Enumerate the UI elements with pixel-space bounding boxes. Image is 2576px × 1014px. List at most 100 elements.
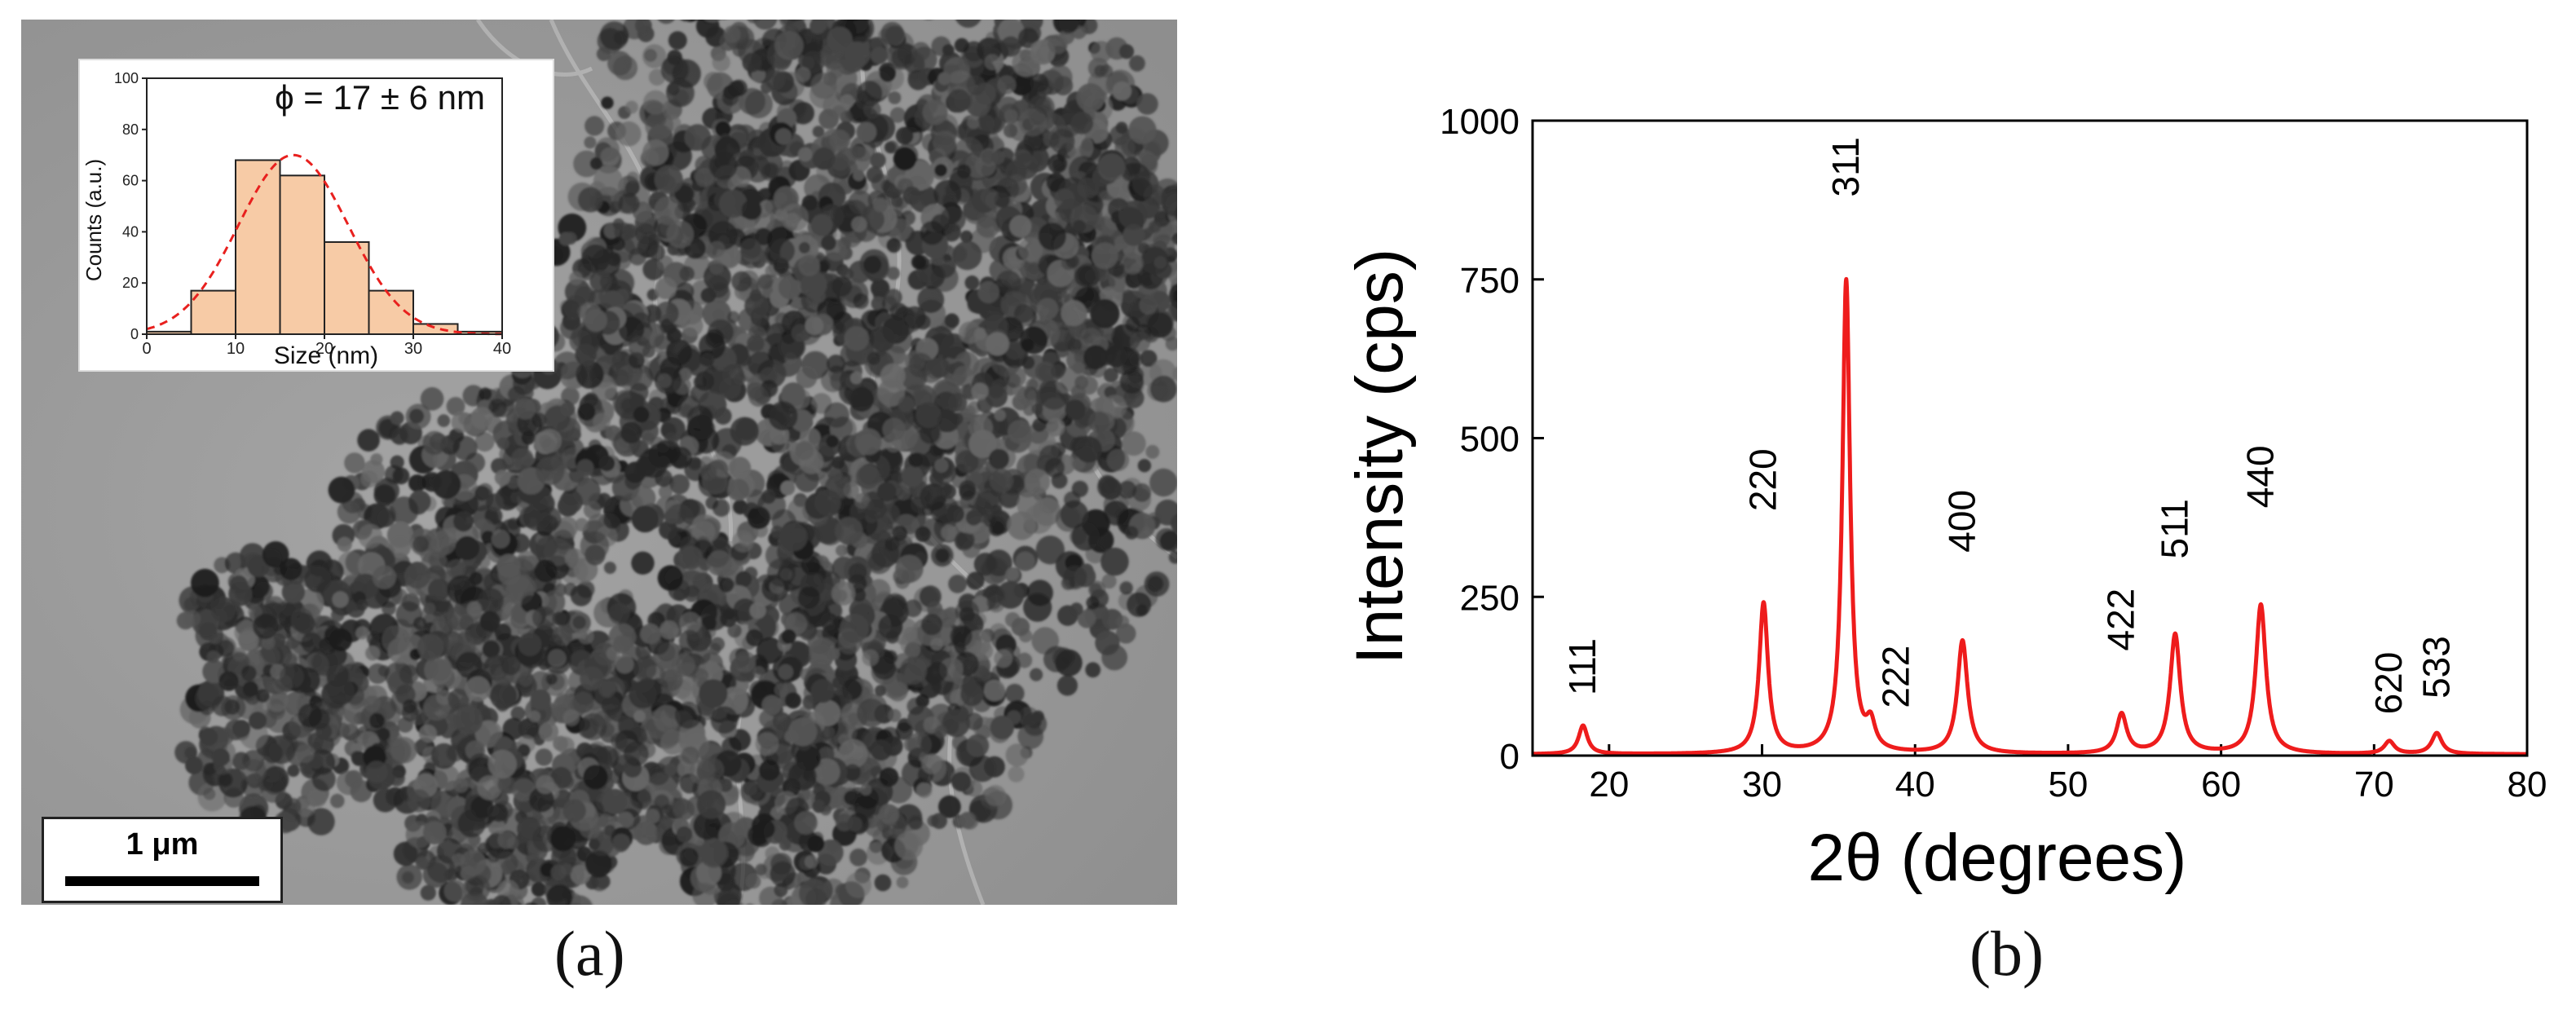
nanoparticle [572, 691, 594, 714]
nanoparticle [386, 522, 413, 549]
nanoparticle [584, 136, 597, 149]
nanoparticle [1116, 615, 1130, 628]
nanoparticle [249, 712, 267, 730]
nanoparticle [678, 629, 701, 652]
nanoparticle [460, 865, 476, 881]
nanoparticle [749, 289, 762, 302]
nanoparticle [1101, 644, 1127, 671]
nanoparticle [902, 627, 918, 641]
nanoparticle [840, 703, 863, 725]
xrd-peak-label: 311 [1824, 137, 1867, 196]
nanoparticle [176, 611, 195, 630]
nanoparticle [966, 571, 985, 590]
nanoparticle [497, 831, 515, 849]
nanoparticle [1079, 376, 1098, 395]
nanoparticle [487, 901, 500, 905]
nanoparticle [831, 581, 856, 606]
nanoparticle [642, 431, 655, 445]
nanoparticle [959, 480, 977, 498]
nanoparticle [804, 855, 818, 869]
histogram-y-tick-label: 100 [114, 70, 139, 86]
nanoparticle [1005, 567, 1019, 581]
nanoparticle [950, 624, 973, 648]
nanoparticle [645, 111, 674, 140]
nanoparticle [1172, 290, 1177, 302]
nanoparticle [746, 903, 754, 905]
nanoparticle [944, 313, 959, 328]
nanoparticle [608, 602, 630, 624]
nanoparticle [948, 575, 967, 593]
nanoparticle [968, 415, 994, 440]
nanoparticle [265, 688, 289, 712]
nanoparticle [798, 242, 810, 254]
nanoparticle [866, 166, 883, 183]
nanoparticle [884, 289, 902, 306]
nanoparticle [390, 737, 417, 764]
nanoparticle [328, 678, 355, 705]
nanoparticle [535, 748, 553, 766]
nanoparticle [836, 544, 848, 557]
nanoparticle [590, 157, 602, 170]
nanoparticle [454, 705, 483, 734]
nanoparticle [895, 554, 924, 583]
nanoparticle [488, 399, 507, 417]
nanoparticle [372, 565, 396, 589]
nanoparticle [1115, 623, 1136, 644]
histogram-bar [235, 159, 281, 336]
nanoparticle [452, 435, 478, 461]
nanoparticle [864, 818, 884, 837]
nanoparticle [531, 882, 546, 897]
nanoparticle [633, 657, 657, 681]
nanoparticle [1145, 444, 1160, 459]
nanoparticle [1026, 580, 1053, 606]
nanoparticle [870, 152, 886, 169]
nanoparticle [1044, 457, 1065, 478]
nanoparticle [842, 145, 871, 174]
nanoparticle [311, 767, 336, 791]
histogram-y-tick-label: 40 [122, 223, 139, 240]
nanoparticle [827, 355, 845, 373]
nanoparticle [185, 756, 203, 774]
nanoparticle [262, 541, 289, 568]
nanoparticle [1024, 469, 1051, 495]
nanoparticle [797, 147, 813, 162]
nanoparticle [985, 385, 1008, 408]
nanoparticle [296, 797, 315, 818]
xrd-peak-label: 440 [2239, 445, 2281, 508]
nanoparticle [466, 601, 483, 617]
nanoparticle [470, 407, 493, 429]
nanoparticle [934, 725, 948, 738]
nanoparticle [827, 648, 840, 660]
nanoparticle [516, 550, 538, 571]
histogram-x-axis-label: Size (nm) [274, 342, 378, 369]
nanoparticle [657, 642, 676, 662]
xrd-y-axis-label: Intensity (cps) [1343, 249, 1417, 664]
nanoparticle [1103, 500, 1129, 526]
nanoparticle [898, 395, 915, 413]
nanoparticle [780, 480, 796, 496]
nanoparticle [281, 580, 306, 604]
nanoparticle [390, 428, 408, 445]
nanoparticle [940, 206, 966, 232]
nanoparticle [415, 856, 430, 871]
nanoparticle [1132, 483, 1152, 502]
nanoparticle [1048, 153, 1068, 174]
nanoparticle [997, 75, 1017, 95]
nanoparticle [774, 683, 787, 697]
nanoparticle [671, 653, 695, 677]
nanoparticle [283, 653, 298, 667]
nanoparticle [295, 744, 315, 764]
nanoparticle [518, 633, 542, 656]
nanoparticle [787, 761, 817, 791]
nanoparticle [801, 271, 827, 298]
nanoparticle [634, 821, 659, 845]
nanoparticle [964, 276, 980, 290]
nanoparticle [759, 760, 780, 781]
gaussian-fit-curve [146, 153, 502, 336]
nanoparticle [405, 821, 433, 849]
nanoparticle [358, 523, 383, 549]
xrd-y-tick-label: 500 [1460, 420, 1520, 460]
nanoparticle [1047, 64, 1073, 90]
nanoparticle [212, 695, 233, 716]
nanoparticle [679, 847, 699, 867]
